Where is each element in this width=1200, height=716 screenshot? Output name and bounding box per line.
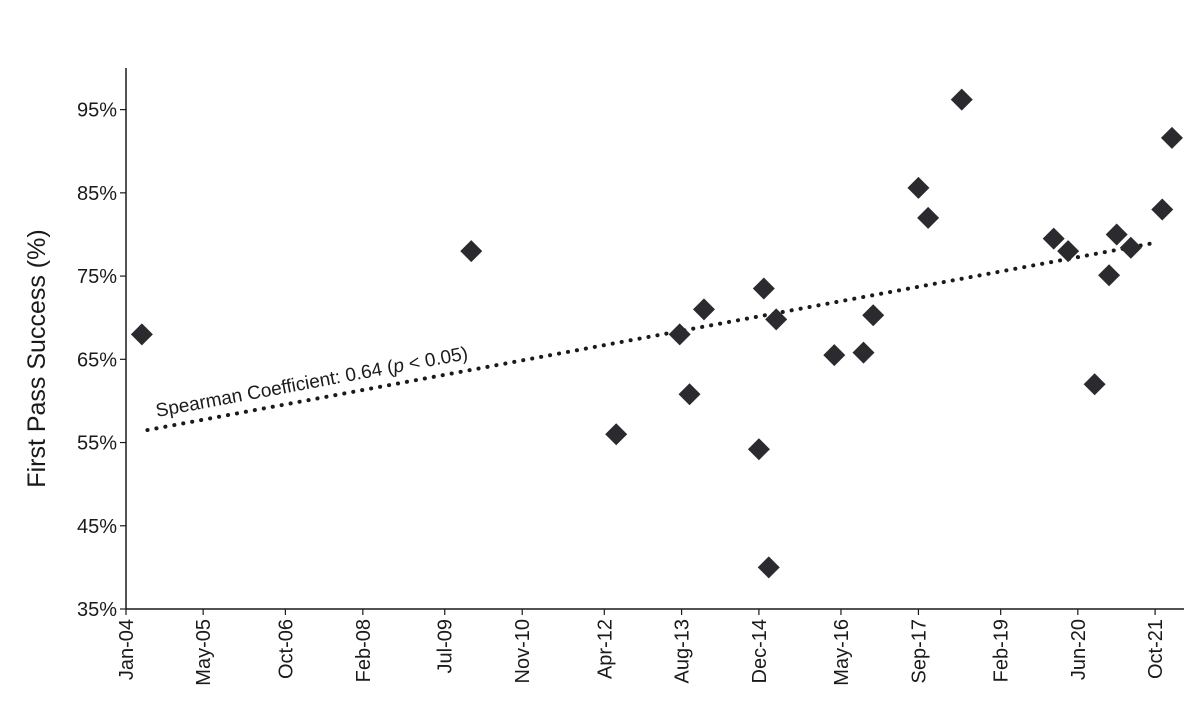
trendline — [145, 240, 1158, 433]
x-tick-label: Sep-17 — [908, 619, 930, 684]
data-point — [862, 304, 885, 327]
data-point — [1042, 227, 1065, 250]
data-point — [1151, 198, 1174, 221]
y-tick-label: 95% — [77, 100, 117, 122]
x-tick-label: Feb-19 — [991, 619, 1013, 682]
data-point — [852, 341, 875, 364]
data-point — [605, 423, 628, 446]
data-point — [907, 176, 930, 199]
x-tick-label: Aug-13 — [672, 619, 694, 684]
annotation-prefix: Spearman Coefficient: 0.64 ( — [154, 357, 396, 422]
x-tick-label: Jan-04 — [116, 619, 138, 680]
x-tick-label: Dec-14 — [749, 619, 771, 683]
data-point — [752, 277, 775, 300]
data-point — [692, 298, 715, 321]
data-point — [747, 438, 770, 461]
data-points — [130, 88, 1183, 579]
data-point — [1083, 373, 1106, 396]
y-tick-label: 35% — [77, 599, 117, 621]
x-tick-label: Oct-21 — [1145, 619, 1167, 679]
data-point — [757, 556, 780, 579]
x-tick-label: Apr-12 — [594, 619, 616, 679]
data-point — [668, 323, 691, 346]
x-tick-label: May-05 — [193, 619, 215, 686]
y-tick-label: 65% — [77, 349, 117, 371]
data-point — [917, 206, 940, 229]
x-tick-label: May-16 — [831, 619, 853, 686]
y-tick-label: 85% — [77, 183, 117, 205]
data-point — [460, 240, 483, 263]
x-axis-ticks: Jan-04 May-05 Oct-06 Feb-08 Jul-09 Nov-10 Apr-… — [116, 609, 1167, 686]
y-axis-title: First Pass Success (%) — [23, 229, 51, 487]
x-tick-label: Jun-20 — [1068, 619, 1090, 680]
y-tick-label: 45% — [77, 516, 117, 538]
x-tick-label: Feb-08 — [353, 619, 375, 682]
data-point — [1160, 126, 1183, 149]
x-tick-label: Oct-06 — [275, 619, 297, 679]
x-tick-label: Jul-09 — [435, 619, 457, 673]
data-point — [1057, 240, 1080, 263]
y-axis-ticks: 35% 45% 55% 65% 75% 85% 95% — [77, 100, 126, 621]
data-point — [1119, 236, 1142, 259]
x-tick-label: Nov-10 — [512, 619, 534, 683]
data-point — [1105, 223, 1128, 246]
data-point — [130, 323, 153, 346]
data-point — [678, 383, 701, 406]
data-point — [1098, 264, 1121, 287]
data-point — [765, 308, 788, 331]
data-point — [823, 344, 846, 367]
data-point — [950, 88, 973, 111]
annotation-p-symbol: p — [391, 355, 406, 378]
y-tick-label: 55% — [77, 433, 117, 455]
y-tick-label: 75% — [77, 266, 117, 288]
spearman-annotation: Spearman Coefficient: 0.64 (p < 0.05) — [154, 343, 470, 422]
